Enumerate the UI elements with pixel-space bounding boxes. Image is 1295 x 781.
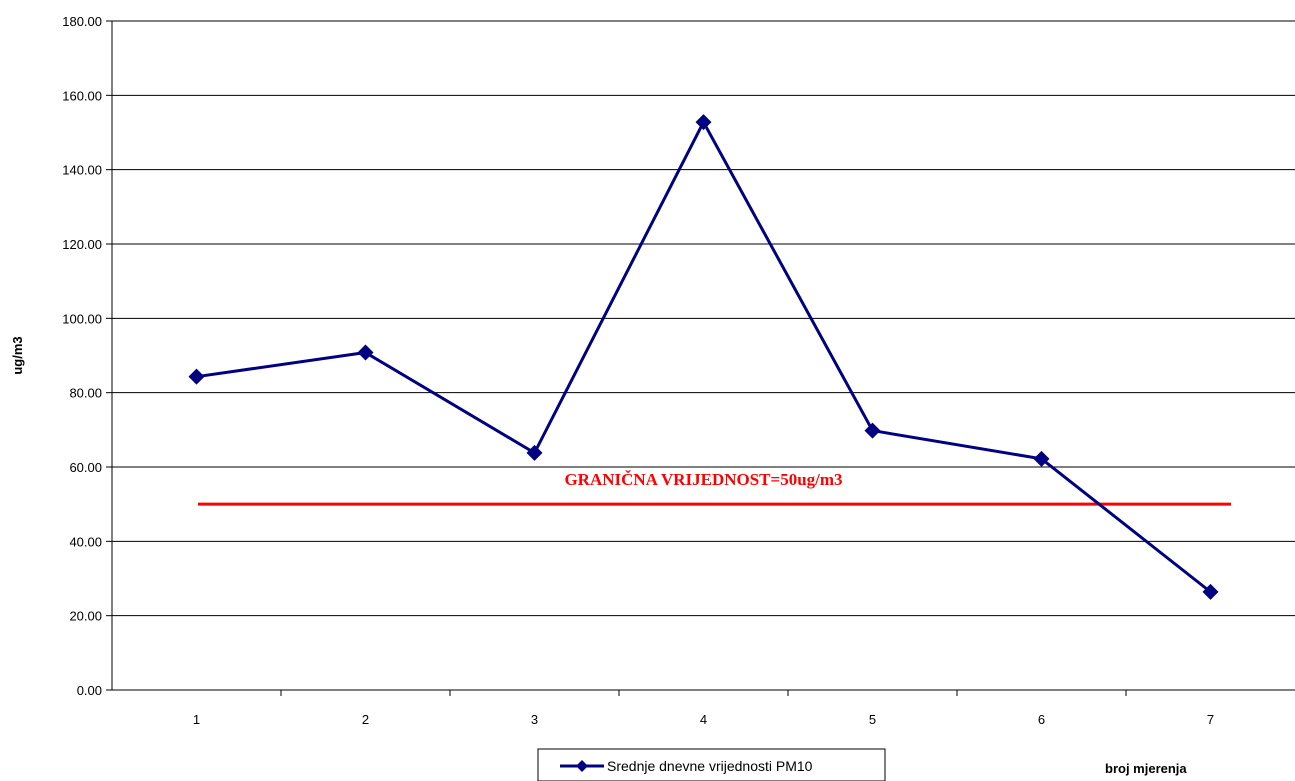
- y-tick-label: 160.00: [62, 88, 102, 103]
- data-point: [1033, 450, 1050, 467]
- x-tick-label: 5: [869, 712, 876, 727]
- x-tick-label: 6: [1038, 712, 1045, 727]
- x-tick-label: 4: [700, 712, 707, 727]
- y-axis-ticks: 0.00 20.00 40.00 60.00 80.00 100.00 120.00 140.…: [62, 14, 112, 698]
- threshold-label: GRANIČNA VRIJEDNOST=50ug/m3: [564, 470, 842, 489]
- y-tick-label: 180.00: [62, 14, 102, 29]
- data-point: [695, 114, 712, 131]
- y-tick-label: 20.00: [69, 609, 102, 624]
- series-line: [196, 120, 1212, 594]
- legend-marker-swatch: [576, 760, 588, 772]
- data-point: [864, 422, 881, 439]
- data-point: [188, 368, 205, 385]
- x-tick-label: 1: [193, 712, 200, 727]
- y-axis-title: ug/m3: [10, 336, 25, 374]
- x-tick-label: 7: [1207, 712, 1214, 727]
- gridlines: [112, 20, 1295, 617]
- y-tick-label: 40.00: [69, 534, 102, 549]
- legend: Srednje dnevne vrijednosti PM10: [537, 748, 886, 781]
- y-tick-label: 120.00: [62, 237, 102, 252]
- data-point: [526, 444, 543, 461]
- x-tick-label: 2: [362, 712, 369, 727]
- x-axis-ticks: 1 2 3 4 5 6 7: [193, 690, 1214, 727]
- legend-label: Srednje dnevne vrijednosti PM10: [607, 758, 813, 774]
- x-axis-title: broj mjerenja: [1105, 761, 1187, 776]
- series-layer: [188, 114, 1219, 600]
- y-tick-label: 60.00: [69, 460, 102, 475]
- data-point: [357, 344, 374, 361]
- x-tick-label: 3: [531, 712, 538, 727]
- y-tick-label: 80.00: [69, 386, 102, 401]
- y-tick-label: 140.00: [62, 163, 102, 178]
- y-tick-label: 100.00: [62, 311, 102, 326]
- data-point: [1202, 583, 1219, 600]
- y-tick-label: 0.00: [77, 683, 102, 698]
